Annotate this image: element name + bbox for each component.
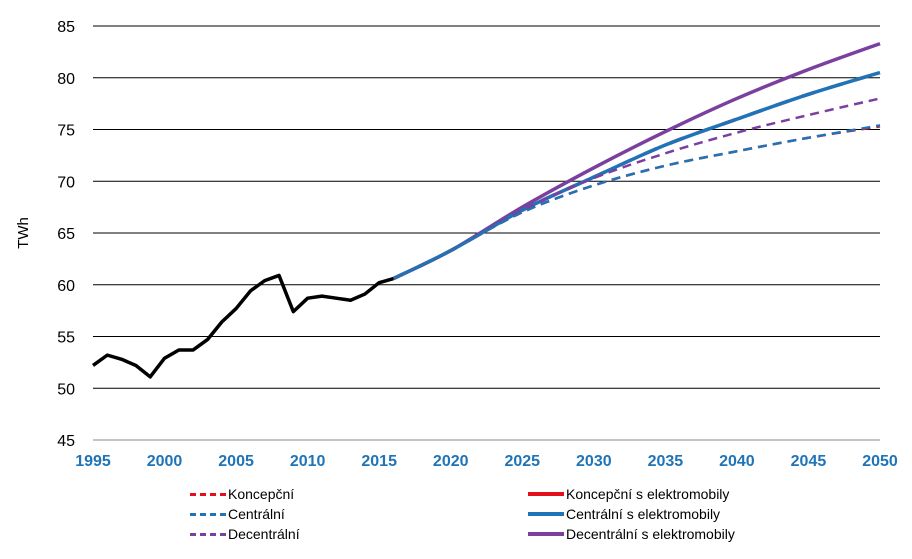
series-line [392, 125, 881, 280]
legend-label: Centrální [228, 506, 285, 522]
y-tick-label: 85 [57, 19, 75, 36]
legend-left: Koncepční Centrální Decentrální [190, 484, 300, 544]
y-tick-label: 70 [57, 174, 75, 191]
x-tick-label: 2015 [361, 453, 397, 470]
history-line [91, 273, 394, 379]
y-tick-label: 50 [57, 381, 75, 398]
legend-item: Koncepční [190, 484, 300, 504]
series-line [392, 124, 881, 280]
y-tick-label: 75 [57, 123, 75, 140]
legend-label: Decentrální [228, 526, 300, 542]
y-tick-label: 65 [57, 226, 75, 243]
x-tick-label: 2025 [504, 453, 540, 470]
legend-label: Decentrální s elektromobily [566, 526, 735, 542]
legend-label: Koncepční [228, 486, 295, 502]
legend-label: Centrální s elektromobily [566, 506, 721, 522]
x-tick-label: 1995 [75, 453, 111, 470]
y-tick-label: 60 [57, 278, 75, 295]
y-tick-label: 45 [57, 433, 75, 450]
x-tick-label: 2030 [576, 453, 612, 470]
chart-svg: 45 50 55 60 65 70 75 80 85 1995 2000 2005 2010 2015 20… [15, 19, 898, 470]
x-tick-label: 2000 [147, 453, 183, 470]
y-axis-label: TWh [15, 217, 32, 249]
legend-label: Koncepční s elektromobily [566, 486, 730, 502]
legend-right: Koncepční s elektromobily Centrální s el… [528, 484, 735, 544]
legend-item: Centrální s elektromobily [528, 504, 735, 524]
x-tick-label: 2040 [719, 453, 755, 470]
x-tick-label: 2005 [218, 453, 254, 470]
x-tick-label: 2045 [791, 453, 827, 470]
legend-item: Centrální [190, 504, 300, 524]
series-line [392, 70, 881, 281]
legend-item: Decentrální [190, 524, 300, 544]
x-tick-label: 2020 [433, 453, 469, 470]
legend-item: Koncepční s elektromobily [528, 484, 735, 504]
series-line [392, 70, 881, 281]
x-tick-label: 2010 [290, 453, 326, 470]
legend-item: Decentrální s elektromobily [528, 524, 735, 544]
x-tick-label: 2050 [862, 453, 898, 470]
series-line [392, 97, 881, 280]
y-tick-label: 80 [57, 71, 75, 88]
x-tick-label: 2035 [648, 453, 684, 470]
y-tick-label: 55 [57, 330, 75, 347]
